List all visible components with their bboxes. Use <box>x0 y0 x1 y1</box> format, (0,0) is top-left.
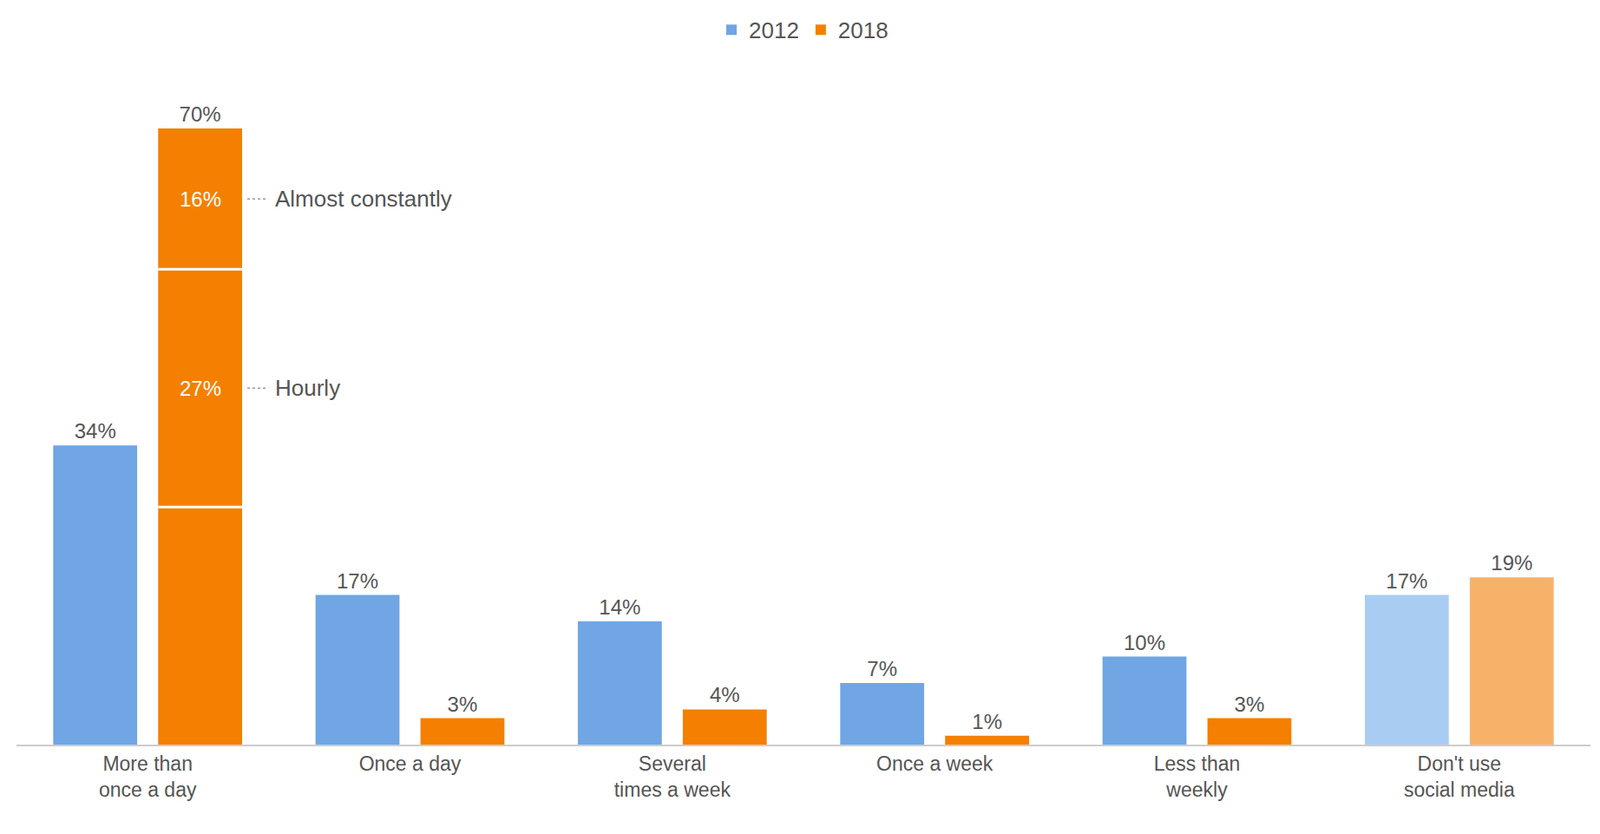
svg-text:3%: 3% <box>447 692 479 716</box>
svg-text:17%: 17% <box>1385 569 1428 593</box>
svg-text:27%: 27% <box>179 376 222 400</box>
svg-text:10%: 10% <box>1123 630 1166 655</box>
svg-text:7%: 7% <box>866 656 898 681</box>
svg-text:14%: 14% <box>598 595 641 619</box>
svg-text:Almost constantly: Almost constantly <box>275 185 453 212</box>
svg-text:Severaltimes a week: Severaltimes a week <box>614 752 732 801</box>
svg-text:1%: 1% <box>971 709 1003 734</box>
svg-text:4%: 4% <box>709 682 741 707</box>
svg-text:16%: 16% <box>179 187 222 211</box>
svg-text:2012: 2012 <box>748 17 800 44</box>
svg-text:Once a week: Once a week <box>876 752 994 775</box>
svg-text:19%: 19% <box>1490 550 1533 575</box>
svg-text:More thanonce a day: More thanonce a day <box>98 752 197 801</box>
svg-text:3%: 3% <box>1234 692 1266 716</box>
svg-text:Hourly: Hourly <box>275 374 341 401</box>
svg-text:17%: 17% <box>336 569 379 593</box>
svg-text:Don't usesocial media: Don't usesocial media <box>1403 752 1515 801</box>
svg-text:34%: 34% <box>74 419 117 443</box>
svg-text:Once a day: Once a day <box>359 752 462 775</box>
svg-text:2018: 2018 <box>838 17 889 44</box>
svg-text:70%: 70% <box>179 102 222 126</box>
svg-text:Less thanweekly: Less thanweekly <box>1154 752 1241 801</box>
